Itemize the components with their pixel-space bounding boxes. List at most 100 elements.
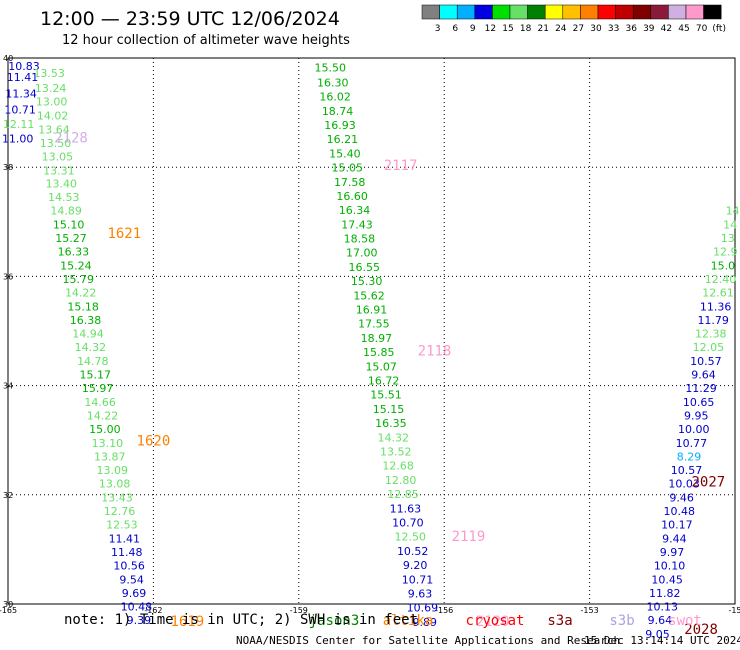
- legend-label: 15: [502, 24, 513, 34]
- wave-height-label: 16.93: [324, 119, 356, 132]
- pass-number-label: 2120: [476, 614, 510, 630]
- wave-height-label: 9.64: [648, 614, 673, 627]
- wave-height-label: 10.48: [121, 601, 153, 614]
- legend-label: 6: [452, 24, 458, 34]
- wave-height-label: 10.56: [113, 560, 145, 573]
- wave-height-label: 13.09: [96, 464, 128, 477]
- wave-height-label: 9.89: [413, 616, 438, 629]
- wave-height-label: 15.62: [353, 289, 385, 302]
- legend-label: 45: [678, 24, 689, 34]
- wave-height-label: 9.05: [645, 628, 670, 641]
- wave-height-label: 16.33: [58, 246, 90, 259]
- wave-height-label: 10.57: [690, 355, 722, 368]
- legend-swatch: [703, 4, 722, 20]
- wave-height-label: 16.60: [336, 190, 368, 203]
- legend-swatch: [632, 4, 652, 20]
- wave-height-label: 13.10: [92, 437, 124, 450]
- wave-height-label: 15.97: [82, 382, 114, 395]
- legend-label: 30: [590, 24, 602, 34]
- wave-height-label: 14.32: [378, 431, 410, 444]
- wave-height-label: 15.30: [351, 275, 383, 288]
- wave-height-label: 16.35: [375, 417, 407, 430]
- pass-number-label: 2117: [384, 158, 418, 174]
- legend-swatch: [527, 4, 546, 20]
- wave-height-label: 10.13: [647, 601, 679, 614]
- wave-height-label: 15.18: [67, 300, 99, 313]
- wave-height-label: 15.85: [363, 346, 395, 359]
- wave-height-label: 14.22: [65, 287, 97, 300]
- wave-height-label: 9.54: [119, 573, 144, 586]
- wave-height-label: 15.10: [53, 218, 85, 231]
- wave-height-label: 14.94: [72, 328, 104, 341]
- legend-label: 33: [608, 24, 619, 34]
- wave-height-label: 9.46: [669, 491, 694, 504]
- wave-height-label: 16.72: [368, 375, 400, 388]
- wave-height-label: 11.48: [111, 546, 143, 559]
- wave-height-label: 9.95: [684, 409, 709, 422]
- x-tick-label: -159: [290, 606, 308, 615]
- legend-label: 39: [643, 24, 655, 34]
- wave-height-label: 16.91: [356, 304, 388, 317]
- wave-height-label: 14.32: [75, 341, 107, 354]
- y-tick-label: 40: [3, 54, 13, 63]
- legend-swatch: [544, 4, 564, 20]
- legend-swatch: [474, 4, 493, 20]
- pass-number-label: 2128: [54, 131, 88, 147]
- wave-height-label: 11.29: [685, 382, 717, 395]
- wave-height-label: 15.15: [373, 403, 405, 416]
- legend-label: 12: [485, 24, 496, 34]
- wave-height-label: 12.85: [387, 488, 419, 501]
- wave-height-label: 14.02: [37, 110, 69, 123]
- wave-height-label: 13.24: [35, 82, 67, 95]
- legend-swatch: [421, 4, 440, 20]
- wave-height-label: 11.34: [5, 87, 37, 100]
- y-tick-label: 38: [3, 163, 13, 172]
- legend-label: 9: [470, 24, 476, 34]
- satellite-legend-s3a: s3a: [547, 613, 572, 629]
- legend-swatch: [562, 4, 581, 20]
- wave-height-label: 13.87: [94, 450, 126, 463]
- map-title: 12:00 — 23:59 UTC 12/06/2024: [40, 8, 340, 30]
- legend-swatch: [668, 4, 687, 20]
- wave-height-label: 17.00: [346, 247, 378, 260]
- satellite-legend-jason3: jason3: [309, 613, 360, 629]
- wave-height-label: 11.79: [697, 314, 729, 327]
- wave-height-label: 11.00: [2, 133, 34, 146]
- legend-swatch: [685, 4, 704, 20]
- units-note: note: 1) Time is in UTC; 2) SWH is in fe…: [64, 612, 419, 628]
- wave-height-label: 13.64: [38, 123, 70, 136]
- wave-height-label: 17.55: [358, 318, 390, 331]
- wave-height-label: 13.52: [380, 445, 412, 458]
- x-tick-label: -15: [728, 606, 740, 615]
- y-tick-label: 32: [3, 491, 13, 500]
- wave-height-label: 16.38: [70, 314, 102, 327]
- y-tick-label: 30: [3, 600, 13, 609]
- legend-swatch: [439, 4, 458, 20]
- legend-swatch: [650, 4, 669, 20]
- wave-height-label: 11.41: [7, 71, 39, 84]
- wave-height-label: 10.10: [654, 560, 686, 573]
- wave-height-label: 11.82: [649, 587, 681, 600]
- legend-label: 21: [537, 24, 548, 34]
- wave-height-label: 13.00: [36, 96, 68, 109]
- satellite-legend-altika: altika: [383, 613, 434, 629]
- wave-height-label: 15.17: [79, 369, 111, 382]
- wave-height-label: 15.05: [332, 162, 364, 175]
- wave-height-label: 9.39: [127, 614, 152, 627]
- wave-height-label: 16.34: [339, 204, 371, 217]
- wave-height-label: 15.51: [370, 389, 402, 402]
- wave-height-label: 15.07: [365, 360, 397, 373]
- legend-label: 70: [696, 24, 708, 34]
- wave-height-label: 15.00: [89, 423, 121, 436]
- wave-height-label: 9.69: [122, 587, 147, 600]
- wave-height-label: 15.0: [711, 259, 736, 272]
- wave-height-label: 17.43: [341, 218, 373, 231]
- wave-height-label: 15.27: [55, 232, 87, 245]
- wave-height-label: 10.45: [651, 573, 683, 586]
- wave-height-label: 12.11: [3, 118, 35, 131]
- y-tick-label: 36: [3, 272, 13, 281]
- x-tick-label: -162: [144, 606, 162, 615]
- map-subtitle: 12 hour collection of altimeter wave hei…: [62, 33, 350, 48]
- wave-height-label: 10.83: [8, 60, 40, 73]
- wave-height-label: 8.29: [677, 450, 702, 463]
